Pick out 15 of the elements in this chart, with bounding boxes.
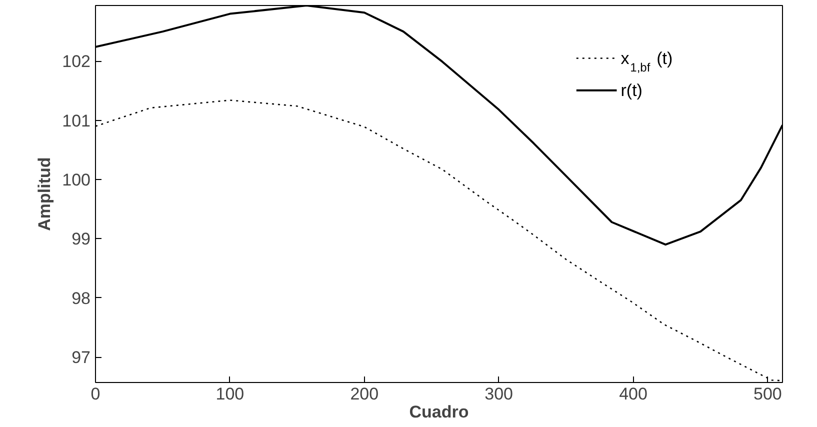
y-tick-label: 101 <box>62 111 91 130</box>
y-axis-title: Amplitud <box>35 157 54 231</box>
x-tick-label: 400 <box>619 384 648 404</box>
y-tick-label: 99 <box>72 230 91 249</box>
x-tick-label: 200 <box>350 384 379 404</box>
y-tick-label: 97 <box>72 348 91 368</box>
y-tick-label: 100 <box>62 170 91 190</box>
y-tick-label: 98 <box>72 288 91 308</box>
x-tick-label: 500 <box>754 384 782 404</box>
x-axis-title: Cuadro <box>409 402 469 422</box>
x-tick-label: 300 <box>484 384 514 404</box>
x-tick-label: 100 <box>216 384 244 404</box>
y-tick-label: 102 <box>62 52 91 72</box>
x-tick-label: 0 <box>90 384 100 404</box>
legend-label: r(t) <box>620 80 642 100</box>
